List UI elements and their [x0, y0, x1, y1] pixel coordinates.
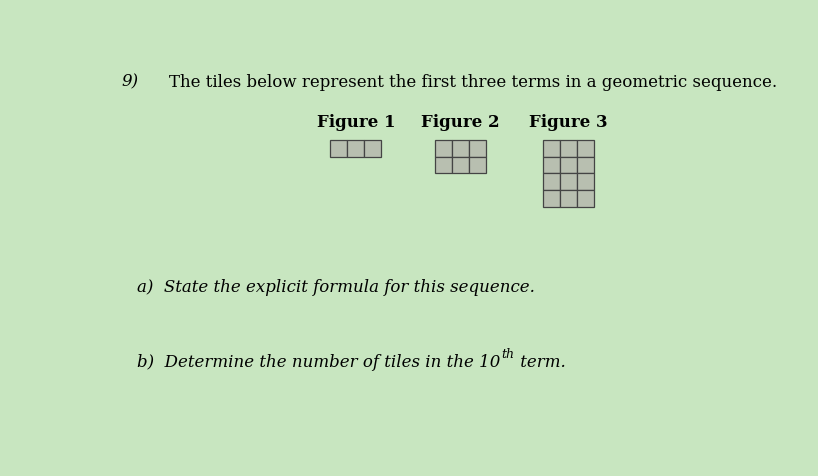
Bar [435, 139, 452, 157]
Bar [577, 139, 594, 157]
Bar [577, 173, 594, 190]
Bar [348, 139, 364, 157]
Bar [435, 157, 452, 173]
Text: Figure 3: Figure 3 [529, 114, 608, 131]
Bar [560, 173, 577, 190]
Bar [542, 173, 560, 190]
Text: th: th [501, 347, 515, 361]
Bar [542, 139, 560, 157]
Bar [330, 139, 348, 157]
Bar [542, 190, 560, 208]
Bar [577, 190, 594, 208]
Text: a)  State the explicit formula for this sequence.: a) State the explicit formula for this s… [137, 279, 535, 296]
Text: The tiles below represent the first three terms in a geometric sequence.: The tiles below represent the first thre… [169, 74, 777, 90]
Bar [452, 157, 469, 173]
Bar [577, 157, 594, 173]
Text: Figure 2: Figure 2 [421, 114, 500, 131]
Bar [469, 139, 486, 157]
Text: 9): 9) [121, 74, 138, 90]
Bar [560, 157, 577, 173]
Bar [560, 139, 577, 157]
Bar [452, 139, 469, 157]
Text: term.: term. [515, 354, 566, 371]
Text: b)  Determine the number of tiles in the 10: b) Determine the number of tiles in the … [137, 354, 501, 371]
Text: Figure 1: Figure 1 [317, 114, 395, 131]
Bar [364, 139, 381, 157]
Bar [560, 190, 577, 208]
Bar [542, 157, 560, 173]
Bar [469, 157, 486, 173]
